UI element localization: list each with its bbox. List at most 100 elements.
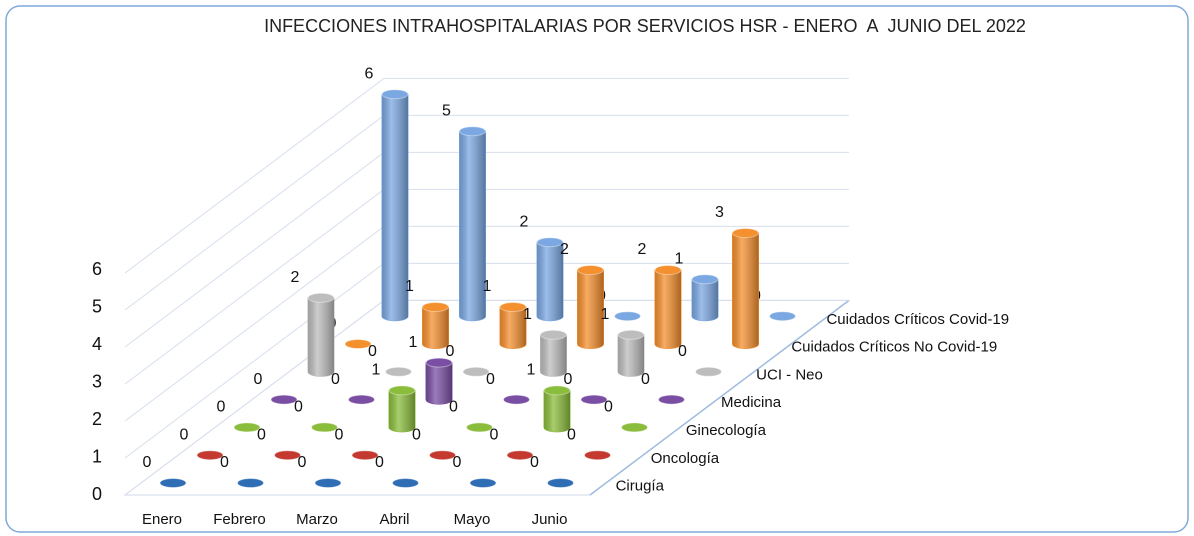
x-tick-label: Enero bbox=[142, 511, 182, 528]
bar-part bbox=[769, 311, 796, 322]
depth-label: Cuidados Críticos No Covid-19 bbox=[791, 339, 997, 356]
depth-label: UCI - Neo bbox=[756, 366, 823, 383]
bar-part bbox=[503, 394, 530, 405]
data-label: 0 bbox=[564, 371, 573, 388]
bar bbox=[584, 450, 611, 461]
bar-part bbox=[196, 450, 224, 461]
bar-part bbox=[543, 385, 571, 396]
data-label: 0 bbox=[486, 371, 495, 388]
data-label: 2 bbox=[638, 241, 647, 258]
bar-part bbox=[654, 265, 682, 275]
data-label: 0 bbox=[412, 426, 421, 443]
bar bbox=[614, 311, 641, 322]
bar-part bbox=[536, 237, 564, 248]
bar-part bbox=[308, 297, 334, 377]
bar-part bbox=[429, 450, 456, 461]
bar bbox=[314, 478, 342, 488]
bar bbox=[469, 478, 497, 488]
data-label: 0 bbox=[678, 343, 687, 360]
bar bbox=[547, 478, 574, 488]
x-tick-label: Marzo bbox=[296, 511, 338, 528]
bar-part bbox=[499, 302, 527, 312]
bar bbox=[577, 265, 604, 349]
y-tick-label: 3 bbox=[92, 371, 102, 391]
bar-part bbox=[732, 228, 759, 238]
x-tick-label: Junio bbox=[532, 511, 568, 528]
bar bbox=[540, 329, 567, 377]
bar-part bbox=[159, 478, 187, 488]
bar-part bbox=[233, 422, 261, 433]
bar-part bbox=[469, 478, 497, 488]
bar-part bbox=[617, 329, 645, 340]
bar-part bbox=[307, 292, 335, 303]
data-label: 0 bbox=[257, 426, 266, 443]
grid-line bbox=[124, 115, 385, 311]
grid-line bbox=[124, 300, 385, 496]
bar-part bbox=[544, 390, 570, 432]
bar bbox=[270, 394, 298, 405]
depth-label: Cuidados Críticos Covid-19 bbox=[826, 311, 1009, 328]
x-tick-label: Febrero bbox=[213, 511, 266, 528]
data-label: 2 bbox=[560, 241, 569, 258]
bar-part bbox=[311, 422, 338, 433]
bar bbox=[621, 422, 648, 433]
bar-part bbox=[584, 450, 611, 461]
bar-part bbox=[540, 329, 567, 340]
grid-line bbox=[124, 263, 385, 459]
bar-part bbox=[580, 394, 608, 405]
bar bbox=[385, 366, 412, 377]
bar bbox=[536, 237, 564, 322]
bar bbox=[388, 385, 416, 433]
data-label: 3 bbox=[715, 204, 724, 221]
floor-edge bbox=[589, 299, 850, 496]
grid-line bbox=[124, 189, 385, 385]
data-label: 0 bbox=[220, 454, 229, 471]
bar-part bbox=[422, 307, 449, 349]
bar bbox=[499, 302, 527, 349]
y-tick-label: 4 bbox=[92, 334, 102, 354]
y-tick-label: 5 bbox=[92, 296, 102, 316]
bar-part bbox=[274, 450, 301, 461]
bar bbox=[381, 89, 409, 322]
bar-part bbox=[422, 302, 449, 312]
bar bbox=[233, 422, 261, 433]
bar bbox=[348, 394, 375, 405]
bar bbox=[466, 422, 493, 433]
bar-part bbox=[658, 394, 685, 405]
bar bbox=[658, 394, 685, 405]
bar-part bbox=[425, 357, 453, 368]
data-label: 1 bbox=[675, 250, 684, 267]
data-label: 1 bbox=[601, 306, 610, 323]
bar-part bbox=[732, 233, 759, 349]
data-label: 1 bbox=[527, 362, 536, 379]
bar-part bbox=[506, 450, 534, 461]
data-label: 1 bbox=[523, 306, 532, 323]
data-label: 1 bbox=[483, 278, 492, 295]
data-label: 5 bbox=[442, 102, 451, 119]
data-label: 0 bbox=[375, 454, 384, 471]
bar bbox=[307, 292, 335, 377]
bar bbox=[506, 450, 534, 461]
depth-label: Ginecología bbox=[686, 422, 767, 439]
bar-part bbox=[695, 366, 722, 377]
data-label: 0 bbox=[298, 454, 307, 471]
bar-part bbox=[614, 311, 641, 322]
bar bbox=[543, 385, 571, 433]
bar-part bbox=[691, 274, 719, 285]
bar bbox=[503, 394, 530, 405]
bar-part bbox=[314, 478, 342, 488]
depth-label: Medicina bbox=[721, 394, 782, 411]
data-label: 0 bbox=[453, 454, 462, 471]
bar bbox=[769, 311, 796, 322]
data-label: 1 bbox=[372, 362, 381, 379]
depth-label: Oncología bbox=[651, 450, 720, 467]
data-label: 0 bbox=[368, 343, 377, 360]
data-label: 1 bbox=[405, 278, 414, 295]
data-label: 0 bbox=[449, 399, 458, 416]
data-label: 0 bbox=[254, 371, 263, 388]
bar-part bbox=[537, 242, 563, 321]
data-label: 0 bbox=[180, 426, 189, 443]
data-label: 0 bbox=[530, 454, 539, 471]
